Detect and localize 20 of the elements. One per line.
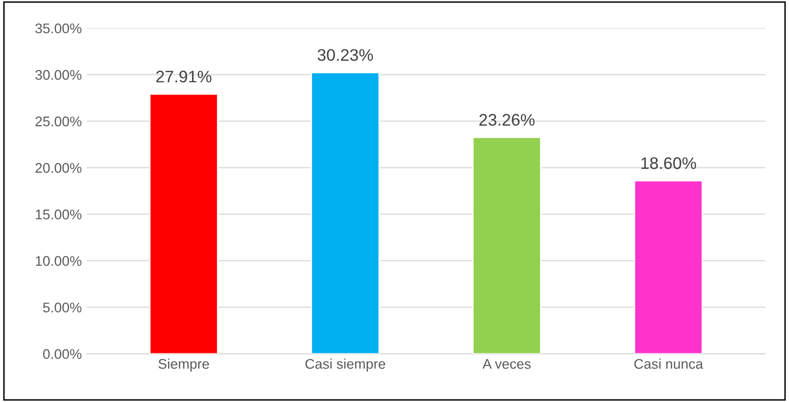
y-tick-label: 15.00% [36, 210, 82, 220]
x-tick-label: Casi nunca [634, 358, 704, 369]
y-tick-label: 5.00% [43, 302, 82, 312]
bar [472, 136, 542, 354]
y-tick-label: 0.00% [43, 349, 82, 359]
bar [149, 93, 218, 354]
x-tick-label: Siempre [158, 358, 209, 372]
bar [310, 72, 380, 354]
y-tick-label: 35.00% [35, 23, 82, 34]
y-tick-label: 10.00% [36, 256, 82, 266]
y-tick-label: 25.00% [36, 116, 82, 126]
x-tick-label: Casi siempre [305, 358, 386, 372]
data-label: 27.91% [156, 70, 212, 82]
x-tick-label: A veces [482, 359, 531, 369]
data-label: 18.60% [641, 157, 696, 170]
data-label: 30.23% [318, 49, 373, 61]
y-tick-label: 30.00% [35, 70, 82, 80]
bar [634, 180, 704, 354]
y-tick-label: 20.00% [36, 163, 82, 173]
data-label: 23.26% [479, 114, 535, 126]
